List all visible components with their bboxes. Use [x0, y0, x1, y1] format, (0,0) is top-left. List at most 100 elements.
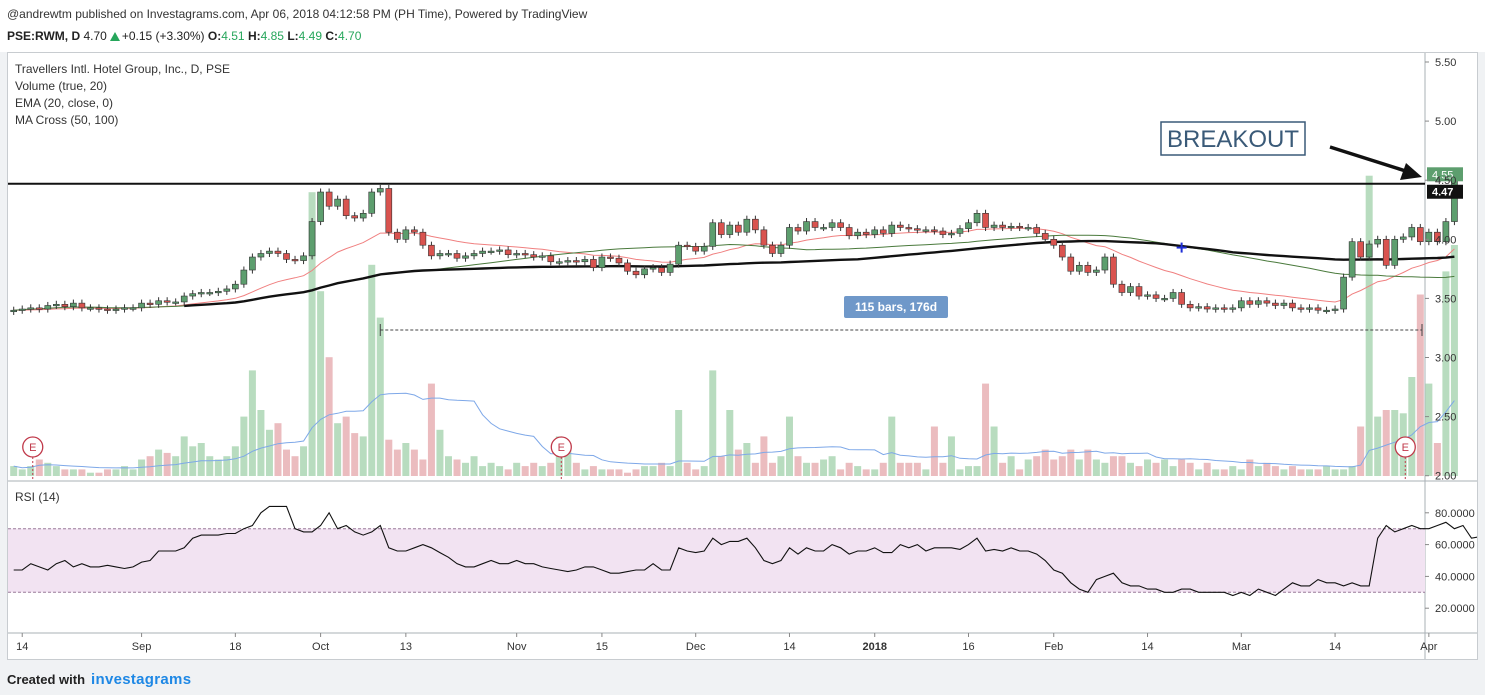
investagrams-logo[interactable]: investagrams [91, 671, 192, 688]
candle-down [504, 249, 512, 255]
volume-bar [683, 462, 691, 476]
volume-bar [913, 462, 921, 476]
volume-bar [1220, 469, 1228, 476]
volume-bar [871, 469, 879, 476]
candle-up [1127, 286, 1134, 293]
volume-bar [965, 466, 972, 476]
volume-bar [35, 459, 43, 476]
candle-up [956, 228, 964, 234]
volume-bar [854, 466, 862, 476]
candle-up [470, 253, 478, 257]
candle-up [18, 308, 26, 311]
volume-bar [581, 469, 589, 476]
legend-line: EMA (20, close, 0) [15, 96, 113, 110]
chart-svg[interactable]: RSI (14) Travellers Intl. Hotel Group, I… [8, 53, 1477, 659]
volume-bar [990, 426, 998, 476]
volume-bar [743, 443, 751, 476]
candle-down [752, 218, 759, 231]
candle-up [445, 253, 452, 256]
annotation-layer: Travellers Intl. Hotel Group, Inc., D, P… [8, 62, 1463, 481]
candle-up [266, 250, 273, 254]
rsi-tick-label: 40.0000 [1435, 571, 1475, 583]
volume-bar [1246, 459, 1254, 476]
candle-up [1442, 221, 1450, 242]
candle-down [1263, 300, 1271, 304]
volume-bar [146, 456, 154, 476]
candle-down [1357, 241, 1364, 258]
candle-up [777, 244, 785, 254]
volume-bar [1101, 462, 1109, 476]
earnings-label: E [29, 442, 36, 454]
volume-bar [1161, 459, 1169, 476]
candle-down [35, 307, 43, 310]
candle-up [368, 191, 376, 214]
candle-down [521, 253, 529, 256]
volume-bar [1391, 410, 1399, 476]
volume-bar [811, 462, 819, 476]
volume-bar [44, 462, 52, 476]
chart-panel[interactable]: RSI (14) Travellers Intl. Hotel Group, I… [7, 52, 1478, 660]
candle-up [240, 269, 248, 285]
candle-up [249, 256, 256, 271]
volume-bar [206, 456, 214, 476]
candle-up [555, 261, 563, 264]
volume-bar [402, 443, 410, 476]
candle-up [990, 224, 998, 228]
candle-down [274, 250, 282, 254]
candle-down [1434, 231, 1441, 242]
candle-up [138, 302, 145, 309]
candle-up [700, 246, 708, 252]
candle-down [61, 304, 69, 307]
candle-up [1255, 300, 1262, 305]
candle-up [1391, 239, 1399, 266]
candle-down [428, 244, 435, 257]
volume-bar [103, 469, 111, 476]
volume-bar [1075, 459, 1083, 476]
candle-up [1195, 306, 1202, 309]
volume-bar [589, 466, 597, 476]
volume-bar [828, 456, 836, 476]
volume-bar [274, 423, 282, 476]
volume-bar [641, 466, 649, 476]
candle-down [95, 307, 103, 310]
candle-up [1024, 227, 1032, 230]
volume-bar [1450, 245, 1458, 476]
volume-bar [785, 416, 793, 476]
volume-bar [27, 466, 35, 476]
volume-bar [78, 469, 86, 476]
candle-up [436, 253, 444, 257]
volume-bar [189, 446, 197, 476]
volume-bar [1058, 456, 1066, 476]
candle-up [1408, 227, 1416, 238]
volume-bar [283, 449, 290, 476]
candle-up [1280, 302, 1288, 306]
volume-bar [820, 459, 828, 476]
time-tick-label: Oct [312, 641, 329, 653]
volume-bar [385, 439, 393, 476]
price-tick-label: 3.00 [1435, 353, 1456, 365]
candle-down [632, 270, 640, 276]
ticker-line: PSE:RWM, D 4.70 +0.15 (+3.30%) O:4.51 H:4… [7, 29, 361, 43]
change: +0.15 (+3.30%) [121, 29, 205, 43]
volume-bar [1118, 456, 1126, 476]
candle-up [232, 283, 239, 290]
volume-bar [649, 466, 657, 476]
rsi-pane: RSI (14) [8, 490, 1477, 597]
candle-down [717, 222, 725, 235]
earnings-label: E [558, 442, 565, 454]
candle-down [1016, 225, 1023, 229]
volume-bar [214, 459, 222, 476]
volume-bar [1016, 469, 1024, 476]
candle-down [845, 227, 853, 237]
candle-up [27, 307, 35, 310]
candle-down [573, 260, 580, 263]
volume-bar [862, 469, 870, 476]
earnings-label: E [1402, 442, 1409, 454]
breakout-arrowhead [1400, 163, 1422, 180]
candle-down [1314, 307, 1322, 311]
candle-down [1297, 307, 1305, 310]
volume-bar [675, 410, 683, 476]
current-price-badge [1427, 167, 1463, 182]
volume-bar [155, 449, 163, 476]
candle-down [914, 228, 921, 231]
